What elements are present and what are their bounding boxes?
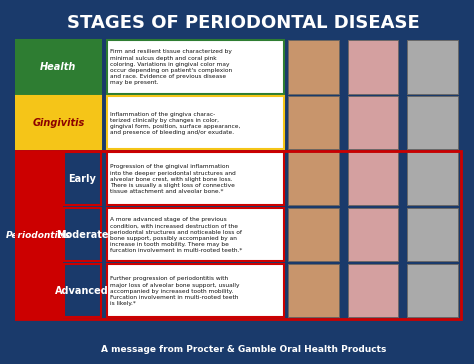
FancyBboxPatch shape (347, 96, 399, 150)
FancyBboxPatch shape (107, 208, 284, 261)
FancyBboxPatch shape (407, 264, 458, 317)
FancyBboxPatch shape (407, 153, 458, 206)
FancyBboxPatch shape (16, 96, 101, 150)
FancyBboxPatch shape (288, 208, 339, 261)
FancyBboxPatch shape (347, 264, 399, 317)
Text: Further progression of periodontitis with
major loss of alveolar bone support, u: Further progression of periodontitis wit… (110, 276, 239, 306)
FancyBboxPatch shape (107, 153, 284, 206)
FancyBboxPatch shape (407, 153, 458, 206)
Text: A more advanced stage of the previous
condition, with increased destruction of t: A more advanced stage of the previous co… (110, 217, 243, 253)
Text: Moderate: Moderate (56, 230, 109, 240)
FancyBboxPatch shape (407, 96, 458, 150)
Text: Early: Early (68, 174, 96, 184)
FancyBboxPatch shape (347, 264, 399, 317)
FancyBboxPatch shape (347, 40, 399, 94)
FancyBboxPatch shape (347, 208, 399, 261)
FancyBboxPatch shape (407, 208, 458, 261)
FancyBboxPatch shape (347, 153, 399, 206)
FancyBboxPatch shape (64, 208, 101, 261)
FancyBboxPatch shape (288, 264, 339, 317)
FancyBboxPatch shape (288, 40, 339, 94)
FancyBboxPatch shape (347, 96, 399, 150)
Text: Advanced: Advanced (55, 286, 109, 296)
FancyBboxPatch shape (407, 96, 458, 150)
FancyBboxPatch shape (288, 264, 339, 317)
FancyBboxPatch shape (288, 153, 339, 206)
Text: Firm and resilient tissue characterized by
minimal sulcus depth and coral pink
c: Firm and resilient tissue characterized … (110, 49, 232, 85)
FancyBboxPatch shape (16, 40, 101, 94)
Text: Inflammation of the gingiva charac-
terized clinically by changes in color,
ging: Inflammation of the gingiva charac- teri… (110, 111, 240, 135)
FancyBboxPatch shape (288, 208, 339, 261)
FancyBboxPatch shape (347, 153, 399, 206)
FancyBboxPatch shape (288, 153, 339, 206)
Text: Health: Health (40, 62, 77, 72)
Text: Progression of the gingival inflammation
into the deeper periodontal structures : Progression of the gingival inflammation… (110, 165, 236, 194)
FancyBboxPatch shape (347, 208, 399, 261)
FancyBboxPatch shape (64, 153, 101, 206)
Text: A message from Procter & Gamble Oral Health Products: A message from Procter & Gamble Oral Hea… (101, 345, 386, 355)
FancyBboxPatch shape (107, 264, 284, 317)
FancyBboxPatch shape (407, 264, 458, 317)
FancyBboxPatch shape (347, 40, 399, 94)
Text: Gingivitis: Gingivitis (32, 118, 84, 128)
FancyBboxPatch shape (288, 96, 339, 150)
FancyBboxPatch shape (107, 40, 284, 94)
FancyBboxPatch shape (15, 151, 63, 319)
FancyBboxPatch shape (288, 40, 339, 94)
FancyBboxPatch shape (407, 208, 458, 261)
FancyBboxPatch shape (288, 96, 339, 150)
FancyBboxPatch shape (64, 264, 101, 317)
Text: Periodontitis: Periodontitis (6, 231, 72, 240)
FancyBboxPatch shape (407, 40, 458, 94)
Text: STAGES OF PERIODONTAL DISEASE: STAGES OF PERIODONTAL DISEASE (67, 14, 420, 32)
FancyBboxPatch shape (107, 96, 284, 150)
FancyBboxPatch shape (407, 40, 458, 94)
